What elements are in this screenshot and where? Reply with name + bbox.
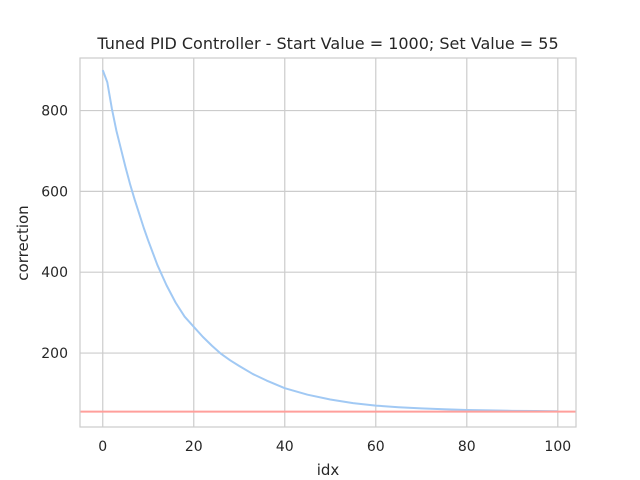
- plot-frame: [79, 57, 577, 428]
- y-axis-label: correction: [14, 205, 32, 280]
- x-tick-label: 100: [544, 439, 571, 455]
- x-tick-label: 60: [367, 439, 385, 455]
- grid-layer: [80, 58, 576, 427]
- x-axis-label: idx: [317, 461, 340, 479]
- y-tick-label: 200: [41, 346, 68, 362]
- y-tick-label: 800: [41, 104, 68, 120]
- y-tick-label: 400: [41, 265, 68, 281]
- x-tick-label: 20: [185, 439, 203, 455]
- tick-layer: 0 20 40 60 80 100 200 400 600 800: [41, 104, 571, 455]
- x-tick-label: 80: [458, 439, 476, 455]
- chart-title: Tuned PID Controller - Start Value = 100…: [96, 34, 558, 53]
- y-tick-label: 600: [41, 184, 68, 200]
- x-tick-label: 40: [276, 439, 294, 455]
- series-line-1: [101, 69, 558, 413]
- x-tick-label: 0: [98, 439, 107, 455]
- series-layer: [80, 69, 576, 413]
